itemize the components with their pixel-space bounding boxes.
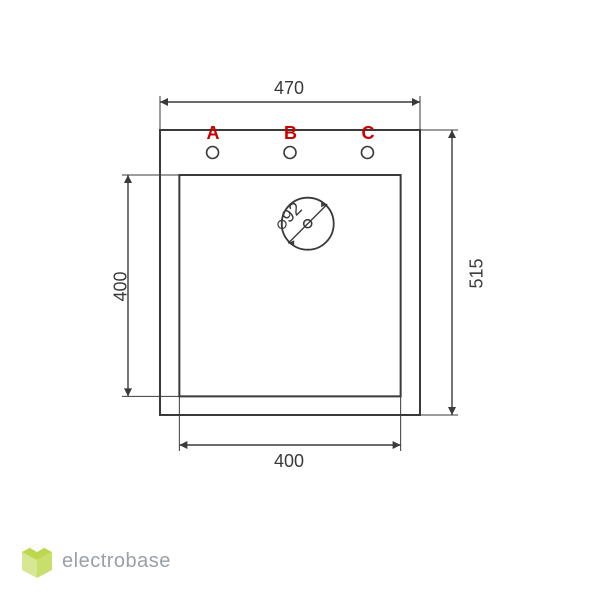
hole-label-b: B xyxy=(284,123,297,144)
drawing-svg xyxy=(100,70,500,490)
dim-bottom-inner-width: 400 xyxy=(274,451,304,472)
brand-name: electrobase xyxy=(62,550,171,573)
cube-icon xyxy=(20,542,54,580)
dim-right-height: 515 xyxy=(467,258,488,288)
brand-logo: electrobase xyxy=(20,542,171,580)
dim-top-width: 470 xyxy=(274,78,304,99)
sink-technical-drawing xyxy=(100,70,500,490)
dim-left-inner-height: 400 xyxy=(111,271,132,301)
hole-label-a: A xyxy=(207,123,220,144)
hole-label-c: C xyxy=(361,123,374,144)
